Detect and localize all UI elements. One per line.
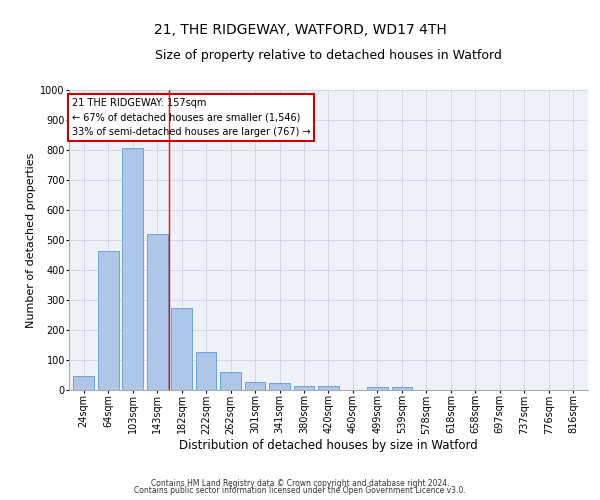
X-axis label: Distribution of detached houses by size in Watford: Distribution of detached houses by size … xyxy=(179,439,478,452)
Bar xyxy=(367,387,388,390)
Bar xyxy=(293,386,314,390)
Bar xyxy=(122,148,143,390)
Text: 21 THE RIDGEWAY: 157sqm
← 67% of detached houses are smaller (1,546)
33% of semi: 21 THE RIDGEWAY: 157sqm ← 67% of detache… xyxy=(71,98,310,137)
Bar xyxy=(98,252,119,390)
Bar xyxy=(269,384,290,390)
Bar xyxy=(196,352,217,390)
Bar xyxy=(73,376,94,390)
Y-axis label: Number of detached properties: Number of detached properties xyxy=(26,152,36,328)
Bar xyxy=(171,308,192,390)
Bar xyxy=(147,234,167,390)
Text: Contains HM Land Registry data © Crown copyright and database right 2024.: Contains HM Land Registry data © Crown c… xyxy=(151,478,449,488)
Title: Size of property relative to detached houses in Watford: Size of property relative to detached ho… xyxy=(155,50,502,62)
Text: 21, THE RIDGEWAY, WATFORD, WD17 4TH: 21, THE RIDGEWAY, WATFORD, WD17 4TH xyxy=(154,22,446,36)
Bar xyxy=(318,386,339,390)
Bar xyxy=(245,382,265,390)
Text: Contains public sector information licensed under the Open Government Licence v3: Contains public sector information licen… xyxy=(134,486,466,495)
Bar xyxy=(220,372,241,390)
Bar xyxy=(392,388,412,390)
